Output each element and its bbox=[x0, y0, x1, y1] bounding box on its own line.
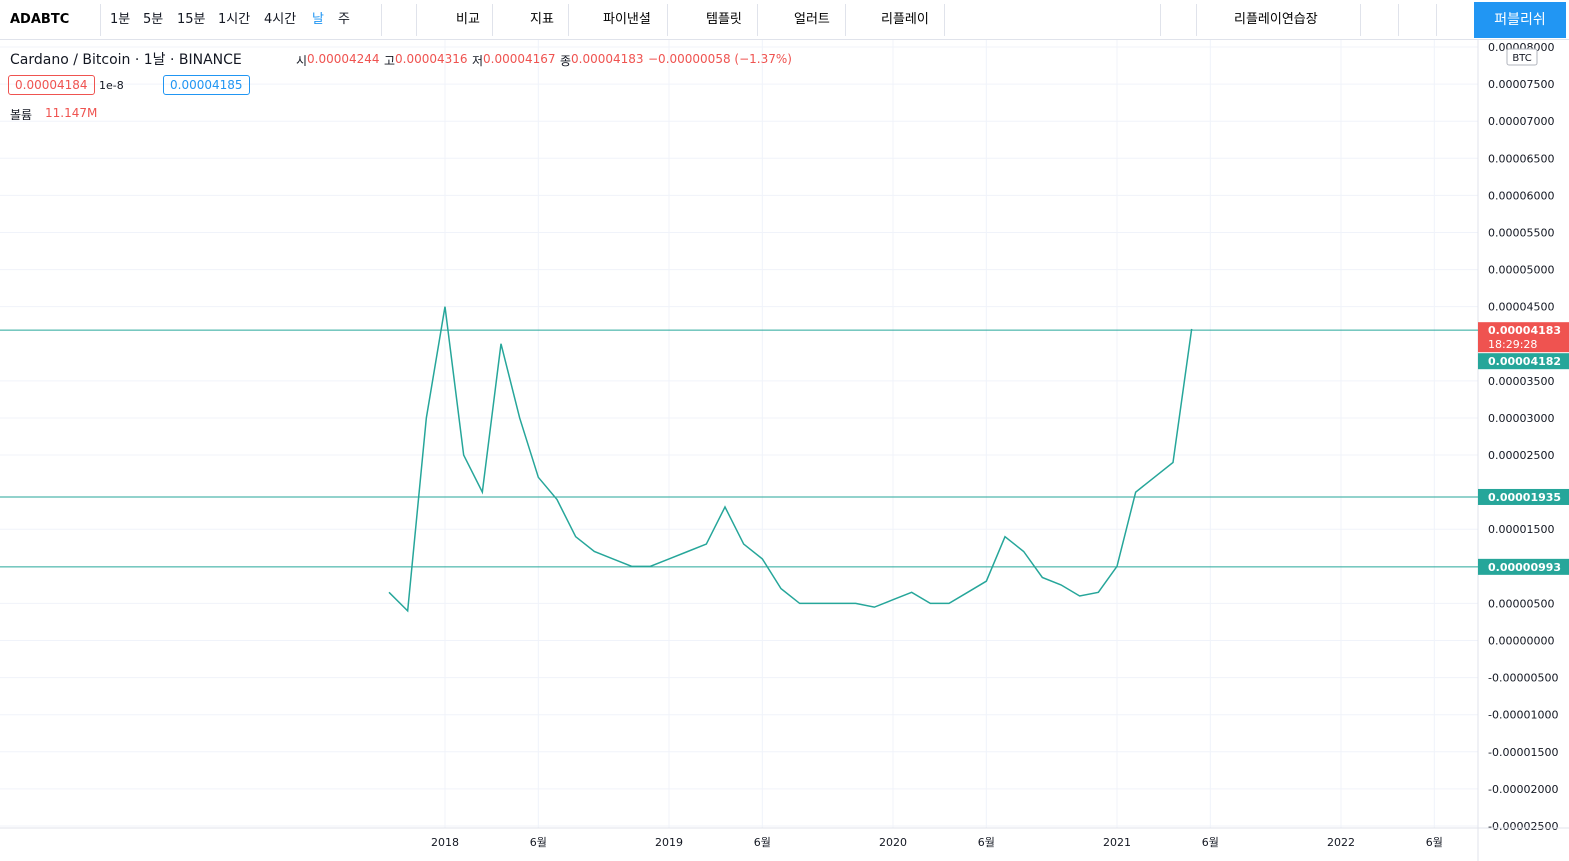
ohlc-label: 종 bbox=[560, 54, 572, 68]
y-tick-label: -0.00001000 bbox=[1488, 709, 1558, 722]
currency-badge bbox=[1506, 48, 1538, 66]
countdown: 18:29:28 bbox=[1488, 338, 1537, 351]
price-tag bbox=[1478, 353, 1569, 370]
y-tick-label: 0.00000500 bbox=[1488, 597, 1554, 610]
toolbar-button[interactable]: 얼러트 bbox=[794, 12, 830, 27]
interval[interactable]: 1분 bbox=[110, 12, 131, 27]
price-tag-label: 0.00004182 bbox=[1488, 355, 1561, 368]
separator bbox=[1196, 4, 1197, 36]
x-tick-label: 2021 bbox=[1103, 836, 1131, 849]
toolbar-button[interactable]: 비교 bbox=[456, 12, 480, 27]
toolbar-button[interactable]: 파이낸셜 bbox=[603, 12, 651, 27]
x-tick-label: 6월 bbox=[978, 836, 995, 849]
separator bbox=[568, 4, 569, 36]
x-tick-label: 6월 bbox=[1202, 836, 1219, 849]
y-tick-label: -0.00002000 bbox=[1488, 783, 1558, 796]
ohlc-value: 0.00004316 bbox=[395, 52, 468, 66]
y-tick-label: 0.00003000 bbox=[1488, 412, 1554, 425]
volume-label: 볼륨 bbox=[10, 108, 33, 122]
separator bbox=[757, 4, 758, 36]
interval[interactable]: 주 bbox=[338, 12, 350, 27]
interval[interactable]: 15분 bbox=[177, 12, 206, 27]
ohlc-value: 0.00004244 bbox=[307, 52, 380, 66]
price-tag-label: 0.00000993 bbox=[1488, 561, 1561, 574]
y-tick-label: 0.00007000 bbox=[1488, 115, 1554, 128]
y-tick-label: -0.00001500 bbox=[1488, 746, 1558, 759]
symbol[interactable]: ADABTC bbox=[10, 12, 70, 27]
y-tick-label: 0.00007500 bbox=[1488, 78, 1554, 91]
separator bbox=[1436, 4, 1437, 36]
ohlc-label: 고 bbox=[384, 54, 396, 68]
y-tick-label: -0.00002500 bbox=[1488, 820, 1558, 833]
spread: 1e-8 bbox=[99, 79, 124, 92]
interval[interactable]: 5분 bbox=[143, 12, 164, 27]
ohlc-label: 시 bbox=[296, 54, 308, 68]
separator bbox=[492, 4, 493, 36]
toolbar: ADABTC 1분 5분 15분 1시간 4시간 날 주 비교 지표 파이낸셜 템플릿 얼러트 리플레이 리… bbox=[0, 0, 1569, 40]
x-tick-label: 2018 bbox=[431, 836, 459, 849]
change: −0.00000058 (−1.37%) bbox=[648, 52, 792, 66]
x-tick-label: 6월 bbox=[530, 836, 547, 849]
ohlc-label: 저 bbox=[472, 54, 484, 68]
x-tick-label: 2022 bbox=[1327, 836, 1355, 849]
toolbar-button[interactable]: 템플릿 bbox=[706, 12, 742, 27]
y-tick-label: 0.00008000 bbox=[1488, 41, 1554, 54]
interval[interactable]: 날 bbox=[312, 12, 324, 27]
price-tag bbox=[1478, 558, 1569, 575]
separator bbox=[1160, 4, 1161, 36]
y-tick-label: 0.00001500 bbox=[1488, 523, 1554, 536]
y-tick-label: -0.00000500 bbox=[1488, 672, 1558, 685]
price-tag bbox=[1478, 322, 1569, 353]
separator bbox=[416, 4, 417, 36]
y-tick-label: 0.00005500 bbox=[1488, 226, 1554, 239]
toolbar-button[interactable]: 리플레이 bbox=[881, 12, 929, 27]
volume-value: 11.147M bbox=[45, 106, 98, 120]
y-tick-label: 0.00002500 bbox=[1488, 449, 1554, 462]
x-tick-label: 2020 bbox=[879, 836, 907, 849]
price-tag-label: 0.00001935 bbox=[1488, 491, 1561, 504]
y-tick-label: 0.00003500 bbox=[1488, 375, 1554, 388]
legend-title: Cardano / Bitcoin · 1날 · BINANCE bbox=[10, 52, 242, 68]
y-tick-label: 0.00006500 bbox=[1488, 152, 1554, 165]
currency-label: BTC bbox=[1512, 53, 1531, 64]
x-tick-label: 6월 bbox=[754, 836, 771, 849]
ohlc-value: 0.00004167 bbox=[483, 52, 556, 66]
chart: 0.00008000 0.00007500 0.00007000 0.00006500… bbox=[0, 40, 1569, 861]
ohlc-value: 0.00004183 bbox=[571, 52, 644, 66]
y-tick-label: 0.00004500 bbox=[1488, 301, 1554, 314]
interval[interactable]: 4시간 bbox=[264, 12, 297, 27]
price-line bbox=[388, 306, 1193, 613]
publish-button[interactable]: 퍼블리쉬 bbox=[1474, 2, 1566, 38]
x-tick-label: 2019 bbox=[655, 836, 683, 849]
separator bbox=[1398, 4, 1399, 36]
layout-name[interactable]: 리플레이연습장 bbox=[1234, 12, 1318, 27]
separator bbox=[381, 4, 382, 36]
separator bbox=[100, 4, 101, 36]
price-tag-label: 0.00004183 bbox=[1488, 324, 1561, 337]
y-tick-label: 0.00005000 bbox=[1488, 264, 1554, 277]
toolbar-button[interactable]: 지표 bbox=[530, 12, 554, 27]
separator bbox=[944, 4, 945, 36]
separator bbox=[1360, 4, 1361, 36]
y-tick-label: 0.00006000 bbox=[1488, 189, 1554, 202]
y-tick-label: 0.00000000 bbox=[1488, 635, 1554, 648]
x-tick-label: 6월 bbox=[1426, 836, 1443, 849]
separator bbox=[845, 4, 846, 36]
interval[interactable]: 1시간 bbox=[218, 12, 251, 27]
bid: 0.00004184 bbox=[8, 75, 95, 95]
separator bbox=[667, 4, 668, 36]
ask: 0.00004185 bbox=[163, 75, 250, 95]
price-tag bbox=[1478, 488, 1569, 505]
